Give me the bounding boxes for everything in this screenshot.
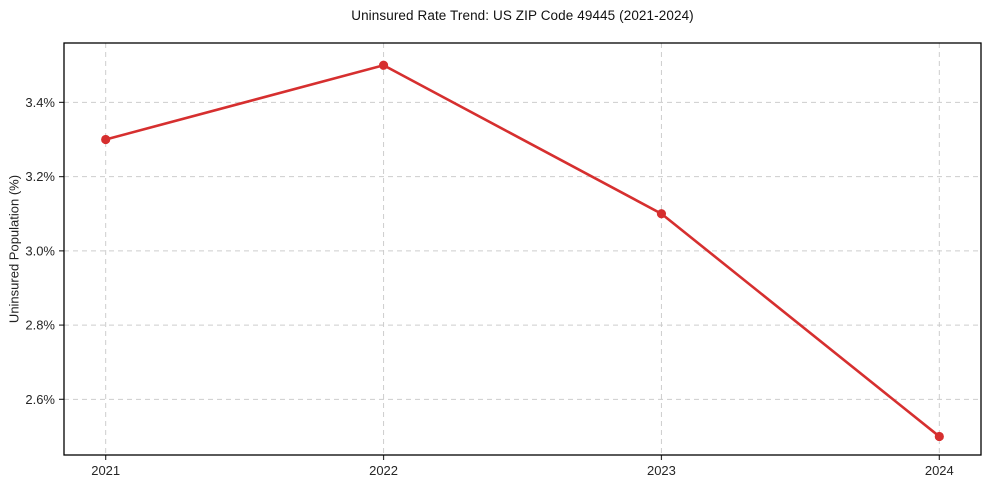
y-tick-label: 2.6% <box>25 392 55 407</box>
x-tick-label: 2024 <box>925 463 954 478</box>
series-line <box>104 63 941 438</box>
x-tick-label: 2023 <box>647 463 676 478</box>
data-point-2021 <box>101 134 111 145</box>
y-tick-label: 3.4% <box>25 95 55 110</box>
data-point-2022 <box>378 60 389 70</box>
plot-area-background <box>64 43 981 455</box>
x-tick-label: 2022 <box>369 463 398 478</box>
data-point-2023 <box>656 209 667 219</box>
x-tick-label: 2021 <box>91 463 120 478</box>
y-tick-label: 2.8% <box>25 318 55 333</box>
data-point-2024 <box>934 431 944 442</box>
y-tick-label: 3.2% <box>25 169 55 184</box>
y-tick-label: 3.0% <box>25 243 55 258</box>
chart-title: Uninsured Rate Trend: US ZIP Code 49445 … <box>351 8 694 23</box>
plot-frame <box>63 42 982 456</box>
